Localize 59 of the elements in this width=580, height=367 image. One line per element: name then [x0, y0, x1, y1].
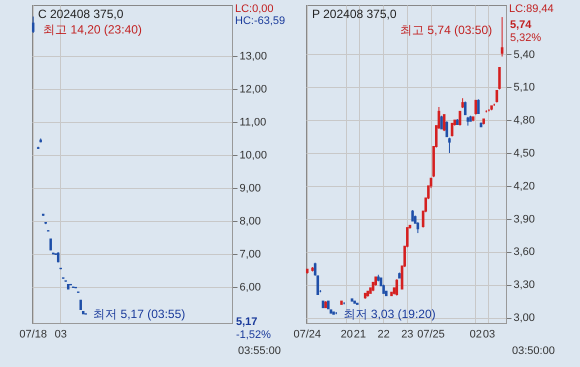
candlestick	[440, 115, 443, 130]
text: HC:-63,59	[235, 15, 286, 27]
annotation: 최고 5,74 (03:50)	[400, 23, 492, 38]
candlestick	[56, 252, 60, 263]
x-tick-label: 20	[340, 328, 353, 340]
candlestick	[446, 120, 448, 138]
annotation: 최저 3,03 (19:20)	[344, 307, 436, 322]
y-tick-label: 7,00	[240, 248, 261, 260]
x-tick-label: 02	[470, 328, 482, 340]
y-tick-label: 8,00	[240, 215, 261, 228]
candlestick	[411, 210, 414, 222]
text: 03:55:00	[238, 345, 281, 357]
annotation: 최저 5,17 (03:55)	[93, 307, 186, 322]
y-tick-label: 11,00	[240, 116, 266, 128]
candlestick	[448, 137, 451, 154]
chart-title: C 202408 375,0	[38, 7, 124, 21]
text: 5,17	[236, 316, 258, 328]
candlestick	[500, 16, 504, 58]
y-tick-label: 12,00	[240, 84, 268, 96]
text: LC:0,00	[235, 3, 274, 15]
x-tick-label: 22	[377, 328, 390, 340]
candlestick	[464, 100, 467, 116]
y-tick-label: 5,10	[514, 82, 535, 94]
candlestick	[474, 100, 478, 116]
chart-title: P 202408 375,0	[312, 7, 397, 21]
y-tick-label: 3,30	[514, 279, 535, 292]
y-tick-label: 5,40	[514, 48, 535, 61]
text: 5,74	[510, 19, 532, 32]
candlestick	[450, 122, 454, 138]
candlestick	[32, 16, 34, 34]
candlestick	[498, 67, 501, 90]
text: -1,52%	[236, 329, 272, 342]
y-tick-label: 10,00	[240, 149, 268, 162]
x-tick-label: 07/24	[293, 328, 322, 340]
y-tick-label: 3,60	[514, 246, 535, 258]
x-tick-label: 03	[54, 328, 67, 340]
text: LC:89,44	[509, 3, 554, 15]
y-tick-label: 3,90	[514, 213, 535, 226]
y-tick-label: 6,00	[240, 281, 261, 294]
y-tick-label: 9,00	[240, 182, 261, 194]
x-tick-label: 21	[354, 328, 366, 340]
y-tick-label: 4,80	[514, 114, 535, 127]
y-tick-label: 13,00	[240, 50, 268, 63]
x-tick-label: 23	[401, 328, 414, 340]
text: 03:50:00	[512, 345, 555, 357]
candlestick	[461, 98, 464, 109]
candlestick	[395, 278, 398, 296]
x-tick-label: 07/18	[19, 328, 47, 340]
y-tick-label: 4,20	[514, 180, 535, 192]
x-tick-label: 03	[482, 328, 496, 340]
y-tick-label: 4,50	[514, 148, 535, 160]
candlestick	[477, 98, 480, 114]
x-tick-label: 07/25	[417, 328, 445, 340]
text: 5,32%	[510, 32, 542, 44]
candlestick	[458, 110, 462, 126]
annotation: 최고 14,20 (23:40)	[43, 22, 142, 37]
candlestick	[442, 114, 446, 132]
y-tick-label: 3,00	[514, 312, 535, 324]
candlestick	[496, 90, 498, 104]
